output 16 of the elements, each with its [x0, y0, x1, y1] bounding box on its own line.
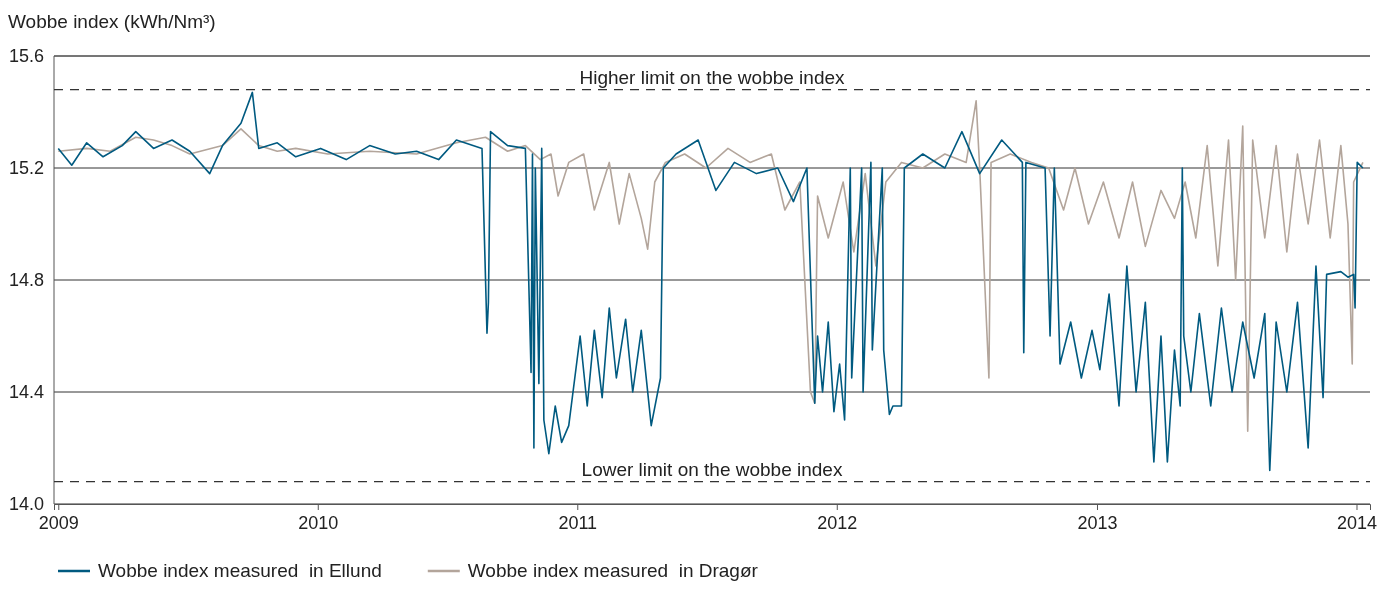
ref-line-label: Lower limit on the wobbe index — [581, 458, 843, 480]
y-tick-label: 15.2 — [8, 158, 44, 179]
x-tick-label: 2012 — [817, 512, 858, 533]
x-tick-label: 2010 — [298, 512, 339, 533]
ref-line-label: Higher limit on the wobbe index — [579, 66, 846, 88]
y-axis-title: Wobbe index (kWh/Nm³) — [8, 11, 216, 32]
x-tick-label: 2013 — [1077, 512, 1118, 533]
legend-label: Wobbe index measured in Dragør — [467, 560, 759, 581]
y-tick-label: 15.6 — [8, 46, 44, 67]
y-tick-label: 14.4 — [8, 382, 44, 403]
x-tick-label: 2009 — [38, 512, 79, 533]
y-tick-label: 14.8 — [8, 270, 44, 291]
x-tick-label: 2014 — [1336, 512, 1377, 533]
y-tick-label: 14.0 — [8, 494, 44, 515]
legend-label: Wobbe index measured in Ellund — [98, 560, 382, 581]
x-tick-label: 2011 — [558, 512, 598, 533]
